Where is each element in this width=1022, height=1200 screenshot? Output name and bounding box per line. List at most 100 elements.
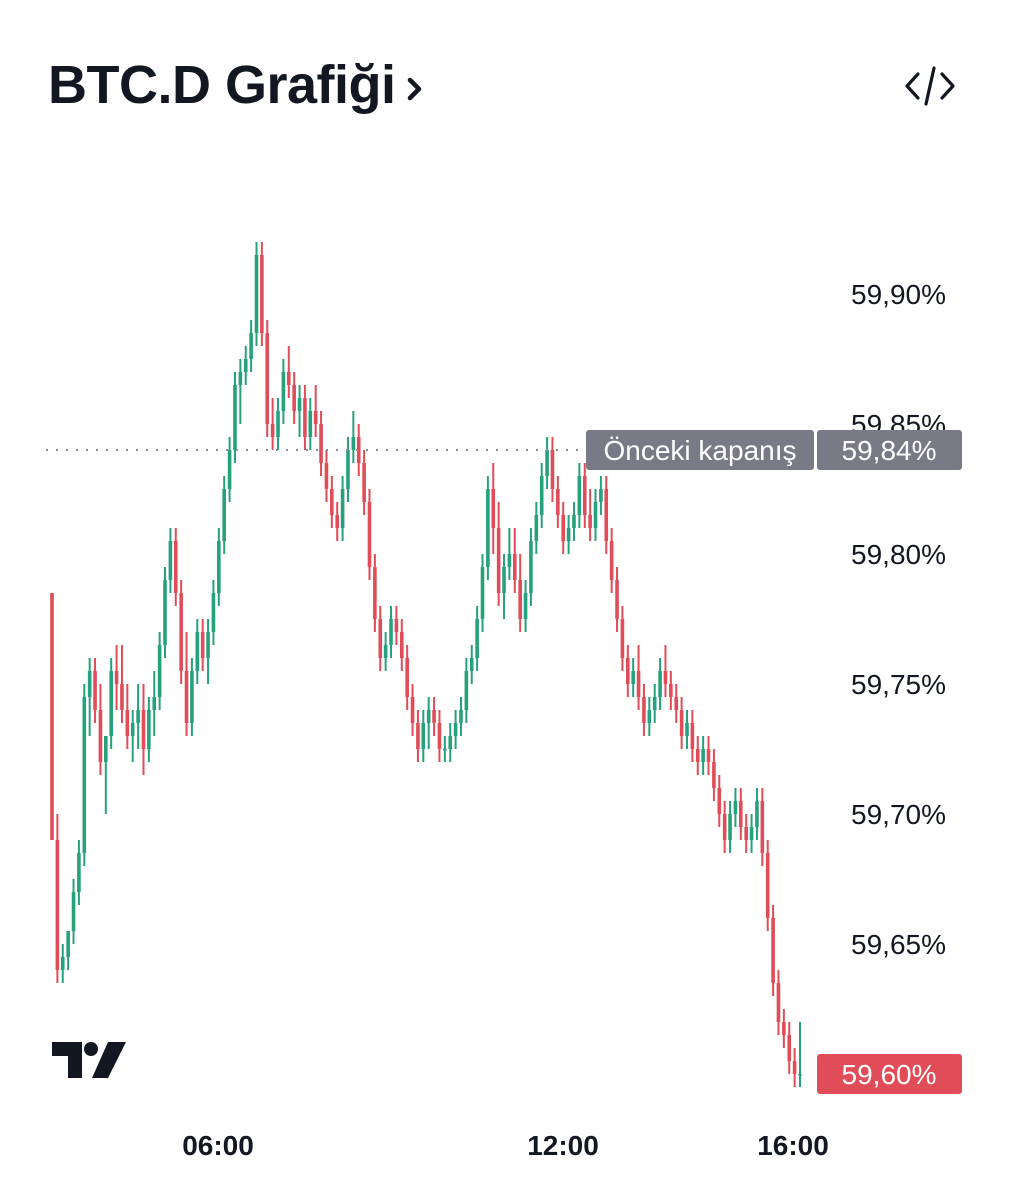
- candle: [71, 879, 76, 944]
- x-tick-label: 16:00: [757, 1130, 829, 1161]
- candle: [82, 684, 87, 866]
- candle: [195, 619, 200, 684]
- candle-body: [114, 671, 119, 684]
- candle: [238, 359, 243, 424]
- candle-body: [416, 723, 420, 749]
- candle-body: [512, 554, 517, 580]
- candle: [286, 346, 291, 398]
- candle-body: [588, 515, 592, 528]
- candle-body: [674, 697, 679, 710]
- candle: [270, 398, 275, 450]
- candle-body: [572, 515, 576, 528]
- candle: [464, 658, 469, 723]
- candle: [394, 606, 399, 645]
- candle-body: [491, 489, 496, 528]
- candle-body: [545, 450, 549, 476]
- candle-body: [297, 398, 302, 411]
- candle: [297, 385, 302, 437]
- candle-body: [276, 411, 280, 437]
- candle: [421, 710, 426, 762]
- y-tick-label: 59,70%: [851, 799, 946, 830]
- candle: [739, 788, 743, 840]
- candle-body: [561, 515, 566, 541]
- candle: [437, 710, 442, 762]
- last-price-label: 59,60%: [817, 1054, 962, 1094]
- candle: [308, 398, 313, 450]
- candle-body: [98, 710, 103, 762]
- candle-body: [706, 749, 711, 762]
- candle-body: [55, 840, 60, 970]
- previous-close-text: Önceki kapanış: [604, 435, 797, 466]
- candle: [459, 697, 463, 736]
- candle-body: [701, 749, 705, 762]
- candle: [254, 242, 259, 346]
- candle-body: [448, 736, 453, 749]
- candle: [776, 970, 781, 1035]
- candle-body: [421, 723, 426, 749]
- x-axis: 06:00 12:00 16:00: [182, 1130, 829, 1161]
- candle: [313, 385, 318, 437]
- candle: [399, 619, 404, 671]
- previous-close-label: Önceki kapanış 59,84%: [586, 430, 962, 470]
- candle: [114, 645, 119, 710]
- symbol-title-link[interactable]: BTC.D Grafiği: [48, 52, 426, 118]
- tradingview-logo-icon[interactable]: [52, 1040, 126, 1080]
- candle-body: [168, 541, 173, 580]
- candle: [663, 645, 668, 697]
- candle: [491, 463, 496, 554]
- candle-body: [292, 385, 296, 411]
- candle: [755, 788, 759, 840]
- code-embed-icon[interactable]: [904, 62, 956, 110]
- candle-body: [534, 515, 539, 541]
- candle-body: [410, 697, 415, 723]
- candle-body: [776, 983, 781, 1022]
- candle-body: [383, 645, 388, 658]
- candle: [550, 437, 555, 502]
- candle: [749, 814, 754, 853]
- candle-body: [265, 333, 270, 424]
- last-price-box: [817, 1054, 962, 1094]
- candle-body: [394, 619, 399, 632]
- candle: [281, 359, 286, 424]
- candle: [615, 567, 619, 632]
- candle-body: [717, 788, 722, 814]
- candle-body: [739, 801, 743, 827]
- candle: [184, 632, 189, 736]
- candle-body: [690, 723, 695, 749]
- candle: [66, 931, 70, 970]
- candle: [98, 684, 103, 775]
- candle-body: [399, 632, 404, 658]
- candle-body: [599, 489, 603, 502]
- candle: [443, 736, 447, 762]
- candle: [55, 814, 60, 983]
- candle-body: [480, 567, 485, 619]
- candle-body: [184, 671, 189, 723]
- candle-body: [109, 671, 113, 736]
- candle-body: [195, 632, 200, 671]
- candle: [695, 736, 700, 775]
- candle-body: [609, 541, 614, 580]
- candle: [728, 801, 732, 853]
- candle-body: [71, 892, 76, 931]
- candle-body: [459, 710, 463, 723]
- candle: [152, 671, 157, 736]
- candle-body: [577, 476, 582, 515]
- candle: [324, 450, 329, 502]
- page-title: BTC.D Grafiği: [48, 55, 396, 115]
- candle: [362, 450, 366, 515]
- candle: [426, 697, 431, 749]
- previous-close-value: 59,84%: [842, 435, 937, 466]
- candle: [733, 788, 738, 827]
- candle: [453, 710, 458, 749]
- candle-body: [335, 515, 340, 528]
- candle-body: [104, 736, 108, 762]
- candle: [130, 710, 135, 762]
- candle: [206, 619, 210, 684]
- candle-body: [604, 489, 609, 541]
- candle-body: [636, 671, 641, 697]
- candle-body: [222, 489, 227, 541]
- candle-body: [367, 502, 372, 567]
- candle-body: [625, 658, 630, 684]
- candle: [518, 554, 522, 632]
